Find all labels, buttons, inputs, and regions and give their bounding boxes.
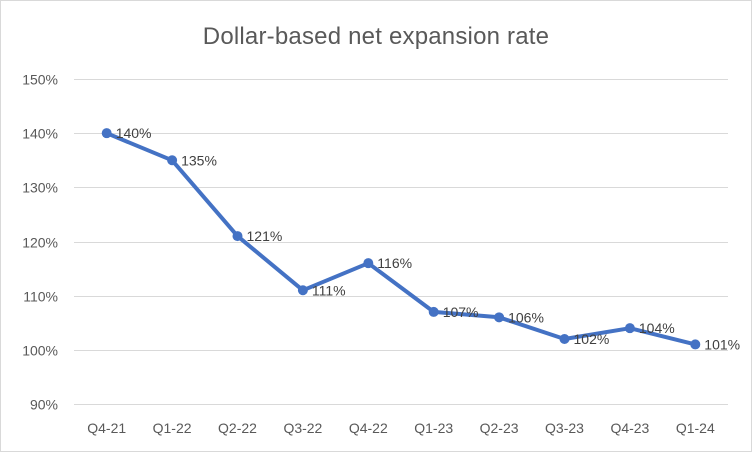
y-tick-label: 90% [30,397,58,413]
gridlines [74,79,728,405]
x-tick-label: Q4-23 [610,420,649,436]
data-label: 140% [116,125,152,141]
x-tick-label: Q2-23 [480,420,519,436]
y-axis-tick-labels: 90% 100% 110% 120% 130% 140% 150% [22,72,58,413]
data-point [167,155,178,166]
data-point [363,258,374,269]
data-label: 101% [704,336,740,352]
data-point [428,306,439,317]
data-label: 107% [443,304,479,320]
x-tick-label: Q4-21 [87,420,126,436]
x-tick-label: Q3-22 [283,420,322,436]
y-tick-label: 150% [22,72,58,88]
data-label: 111% [312,282,346,298]
x-axis-tick-labels: Q4-21 Q1-22 Q2-22 Q3-22 Q4-22 Q1-23 Q2-23 Q3-23… [87,420,715,436]
data-labels: 140% 135% 121% 111% 116% 107% 106% 102% 104% 101% [116,125,740,352]
data-label: 104% [639,320,675,336]
data-point [494,312,505,323]
data-point [559,334,570,344]
chart-title: Dollar-based net expansion rate [202,23,550,50]
x-tick-label: Q2-22 [218,420,257,436]
data-label: 116% [377,255,412,271]
data-label: 106% [508,309,544,325]
data-point [297,285,308,296]
y-tick-label: 120% [22,235,58,251]
y-tick-label: 130% [22,180,58,196]
series-layer [101,128,701,350]
data-point [690,339,701,350]
x-tick-label: Q3-23 [545,420,584,436]
x-tick-label: Q1-23 [414,420,453,436]
data-label: 135% [181,152,217,168]
x-tick-label: Q1-22 [153,420,192,436]
y-tick-label: 100% [22,343,58,359]
data-point [232,231,243,242]
x-tick-label: Q4-22 [349,420,388,436]
data-label: 121% [247,228,283,244]
y-tick-label: 140% [22,126,58,142]
y-tick-label: 110% [23,289,58,305]
x-tick-label: Q1-24 [676,420,715,436]
data-point [101,128,112,139]
data-point [624,323,635,334]
series-line [104,131,698,347]
data-label: 102% [574,331,610,347]
